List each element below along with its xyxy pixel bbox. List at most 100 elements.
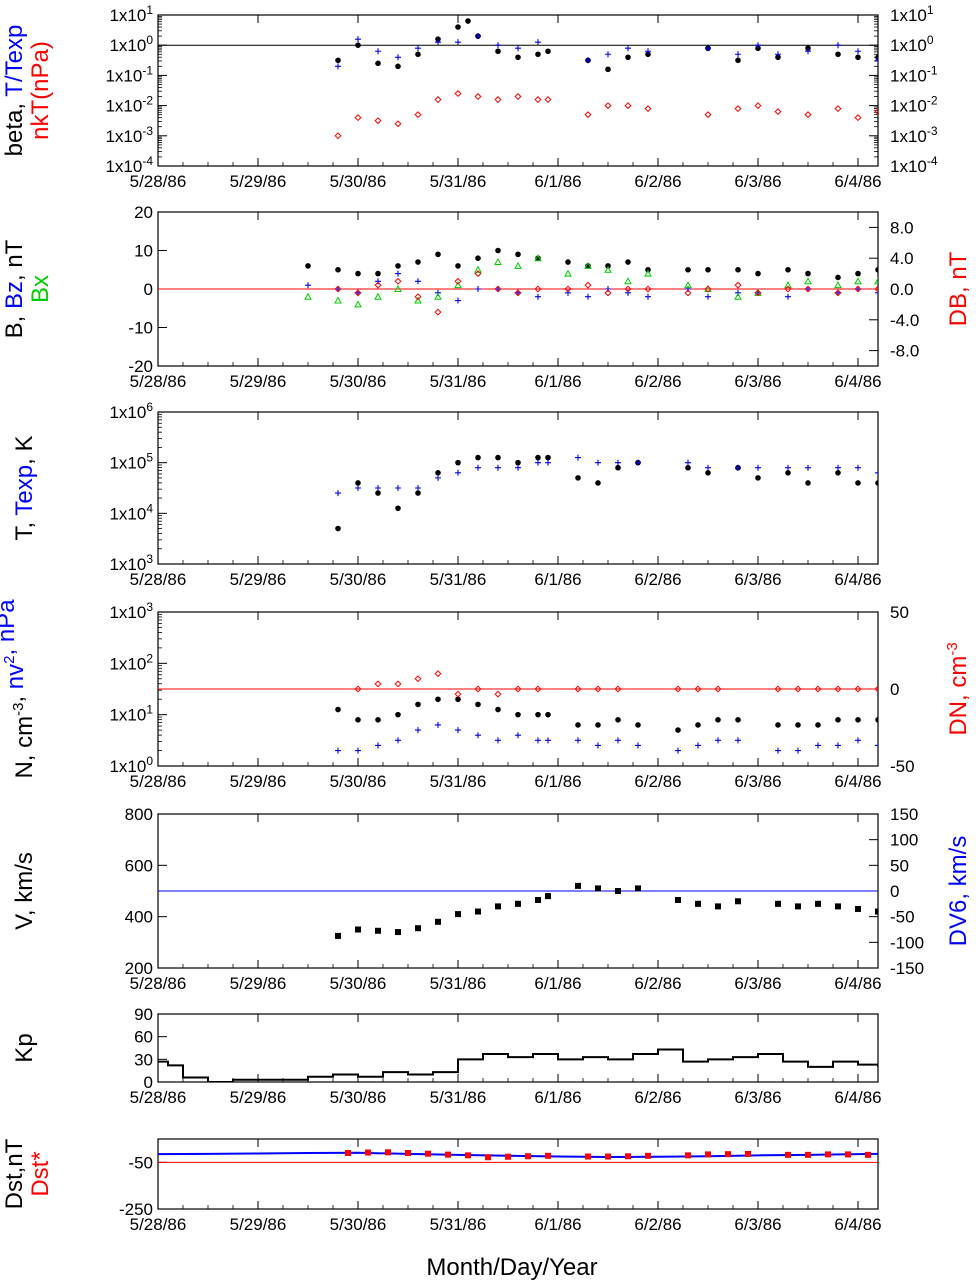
data-point xyxy=(814,685,822,693)
x-tick-label: 5/28/86 xyxy=(130,172,187,191)
x-tick-label: 5/28/86 xyxy=(130,772,187,791)
data-point xyxy=(305,282,311,289)
data-point xyxy=(304,292,312,300)
right-y-tick-label: 0 xyxy=(890,680,899,699)
data-point xyxy=(875,57,878,64)
data-point xyxy=(874,285,878,293)
data-point xyxy=(775,54,781,61)
data-point xyxy=(455,469,461,476)
data-point xyxy=(475,908,481,915)
data-point xyxy=(624,102,632,110)
series-2 xyxy=(304,254,878,308)
data-point xyxy=(494,96,502,104)
data-point xyxy=(795,722,801,728)
data-point xyxy=(635,885,641,892)
data-point xyxy=(475,33,481,40)
data-point xyxy=(575,737,581,744)
data-point xyxy=(794,685,802,693)
data-point xyxy=(605,66,611,73)
data-point xyxy=(735,266,741,273)
data-point xyxy=(564,285,572,293)
right-y-tick-label: 50 xyxy=(890,856,909,875)
data-point xyxy=(414,111,422,119)
data-point xyxy=(535,293,541,300)
data-point xyxy=(704,111,712,119)
data-point xyxy=(595,459,601,466)
y-tick-label: 20 xyxy=(134,203,153,222)
data-point xyxy=(505,1153,511,1160)
right-y-tick-label: 150 xyxy=(890,805,918,824)
data-point xyxy=(715,903,721,910)
data-point xyxy=(835,742,841,749)
x-tick-label: 5/29/86 xyxy=(230,1088,287,1107)
data-point xyxy=(514,261,522,269)
data-point xyxy=(855,54,861,61)
y-tick-label: 1x10-1 xyxy=(105,63,153,85)
data-point xyxy=(645,48,651,55)
series-group xyxy=(304,247,878,316)
data-point xyxy=(785,1151,791,1158)
x-tick-label: 6/4/86 xyxy=(834,974,881,993)
data-point xyxy=(454,690,462,698)
data-point xyxy=(375,278,381,285)
data-point xyxy=(784,281,792,289)
data-point xyxy=(375,742,381,749)
data-point xyxy=(475,732,481,739)
data-point xyxy=(735,1006,741,1012)
data-point xyxy=(374,281,382,289)
data-point xyxy=(735,898,741,905)
data-point xyxy=(395,505,401,512)
right-y-tick-label: 8.0 xyxy=(890,218,914,237)
data-point xyxy=(415,485,421,491)
x-tick-label: 6/2/86 xyxy=(634,1215,681,1234)
series-1 xyxy=(335,454,878,497)
y-tick-label: 1x105 xyxy=(109,451,153,473)
data-point xyxy=(545,737,551,744)
data-point xyxy=(735,737,741,744)
data-point xyxy=(745,1150,751,1157)
data-point xyxy=(594,685,602,693)
data-point xyxy=(615,737,621,744)
right-axis-title: DB, nT xyxy=(945,251,972,326)
data-point xyxy=(545,454,551,461)
data-point xyxy=(495,903,501,910)
data-point xyxy=(695,722,701,728)
data-point xyxy=(604,265,612,273)
x-tick-label: 5/29/86 xyxy=(230,570,287,589)
data-point xyxy=(334,296,342,304)
data-point xyxy=(855,737,861,744)
data-point xyxy=(795,903,801,910)
data-point xyxy=(515,464,521,471)
series-line xyxy=(158,1151,878,1158)
data-point xyxy=(394,284,402,292)
data-point xyxy=(805,286,811,292)
y-tick-label: 0 xyxy=(144,1073,153,1092)
x-tick-label: 5/28/86 xyxy=(130,570,187,589)
series-3 xyxy=(334,270,878,316)
right-y-tick-label: -8.0 xyxy=(890,342,919,361)
panel-V: 200 400 600 800 -150 -100 -50 0 50 100 150 5/28/86 5… xyxy=(11,805,972,1027)
data-point xyxy=(875,289,878,296)
data-point xyxy=(595,480,601,486)
y-tick-label: 30 xyxy=(134,1050,153,1069)
data-point xyxy=(595,1021,601,1027)
data-point xyxy=(455,39,461,46)
y-tick-label: 400 xyxy=(125,908,153,927)
data-point xyxy=(474,93,482,101)
y-tick-label: 1x100 xyxy=(109,754,153,776)
data-point xyxy=(465,18,471,24)
data-point xyxy=(495,247,501,254)
data-point xyxy=(515,711,521,718)
data-point xyxy=(625,289,631,296)
data-point xyxy=(434,96,442,104)
data-point xyxy=(715,737,721,744)
series-group xyxy=(335,454,878,532)
x-tick-label: 5/30/86 xyxy=(330,772,387,791)
data-point xyxy=(335,266,341,273)
series-0 xyxy=(158,1151,878,1158)
data-point xyxy=(585,1153,591,1160)
data-point xyxy=(355,747,361,754)
data-point xyxy=(835,470,841,476)
data-point xyxy=(615,459,621,466)
right-y-tick-label: -50 xyxy=(890,908,915,927)
